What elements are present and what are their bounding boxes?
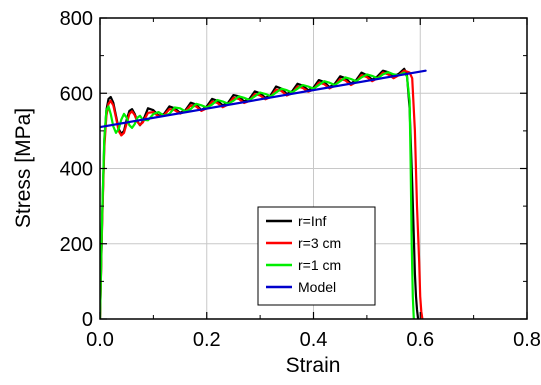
label-layer: Strain Stress [MPa]	[12, 108, 340, 377]
x-tick-label: 0.0	[86, 329, 114, 351]
y-tick-label: 800	[60, 8, 93, 30]
series-line-r-1-cm	[100, 71, 415, 319]
y-tick-label: 400	[60, 159, 93, 181]
x-tick-label: 0.2	[193, 329, 221, 351]
legend-label-r-3-cm: r=3 cm	[298, 235, 341, 251]
y-axis-title: Stress [MPa]	[12, 108, 35, 228]
y-tick-label: 0	[82, 309, 93, 331]
x-axis-title: Strain	[286, 354, 341, 377]
x-tick-label: 0.4	[300, 329, 328, 351]
grid-layer	[100, 18, 527, 319]
legend: r=Inf r=3 cm r=1 cm Model	[257, 206, 376, 306]
legend-label-r-inf: r=Inf	[298, 213, 327, 229]
y-tick-label: 600	[60, 83, 93, 105]
legend-box	[257, 206, 376, 306]
legend-label-r-1-cm: r=1 cm	[298, 257, 341, 273]
axes-layer: 0.0 0.2 0.4 0.6 0.8 0 200 400 600 800	[60, 8, 541, 351]
x-tick-label: 0.8	[513, 329, 541, 351]
plot-frame	[99, 17, 528, 320]
series-line-model	[100, 69, 427, 129]
x-tick-label: 0.6	[406, 329, 434, 351]
y-tick-label: 200	[60, 234, 93, 256]
series-layer	[100, 67, 427, 319]
legend-label-model: Model	[298, 279, 336, 295]
